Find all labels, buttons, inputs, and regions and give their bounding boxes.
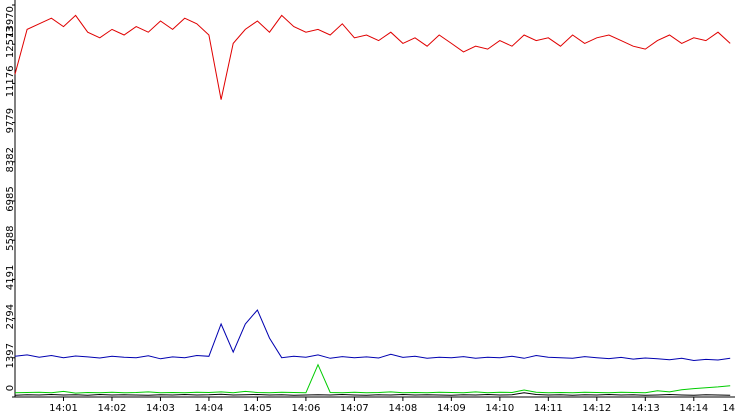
series-line xyxy=(14,363,731,394)
x-tick-label: 14:09 xyxy=(437,403,466,414)
x-tick-label: 14:11 xyxy=(534,403,563,414)
y-tick-label: 2794 xyxy=(5,304,16,329)
x-tick-label: 14:14 xyxy=(679,403,708,414)
series-line xyxy=(14,392,731,396)
series-line xyxy=(14,309,731,362)
x-tick-label: 14:13 xyxy=(631,403,660,414)
x-tick-label: 14:04 xyxy=(195,403,224,414)
y-tick-label: 11176 xyxy=(5,65,16,97)
y-tick-label: 9779 xyxy=(5,108,16,133)
x-tick-label: 14:06 xyxy=(291,403,320,414)
x-tick-label: 14:01 xyxy=(49,403,78,414)
series-line xyxy=(14,14,731,100)
y-tick-label: 8382 xyxy=(5,147,16,172)
y-tick-label: 0 xyxy=(5,385,16,391)
y-tick-label: 12573 xyxy=(5,26,16,58)
y-tick-label: 5588 xyxy=(5,225,16,250)
x-tick-label: 14:03 xyxy=(146,403,175,414)
y-tick-label: 1397 xyxy=(5,343,16,368)
x-tick-label: 14:10 xyxy=(485,403,514,414)
x-tick-label: 14:08 xyxy=(388,403,417,414)
y-tick-label: 4191 xyxy=(5,265,16,290)
x-tick-label: 14:12 xyxy=(582,403,611,414)
y-tick-label: 6985 xyxy=(5,186,16,211)
x-tick-label: 14:07 xyxy=(340,403,369,414)
x-tick-label: 14:02 xyxy=(98,403,127,414)
x-tick-label: 14 xyxy=(722,403,735,414)
x-tick-label: 14:05 xyxy=(243,403,272,414)
y-tick-label: 13970 xyxy=(5,6,16,38)
